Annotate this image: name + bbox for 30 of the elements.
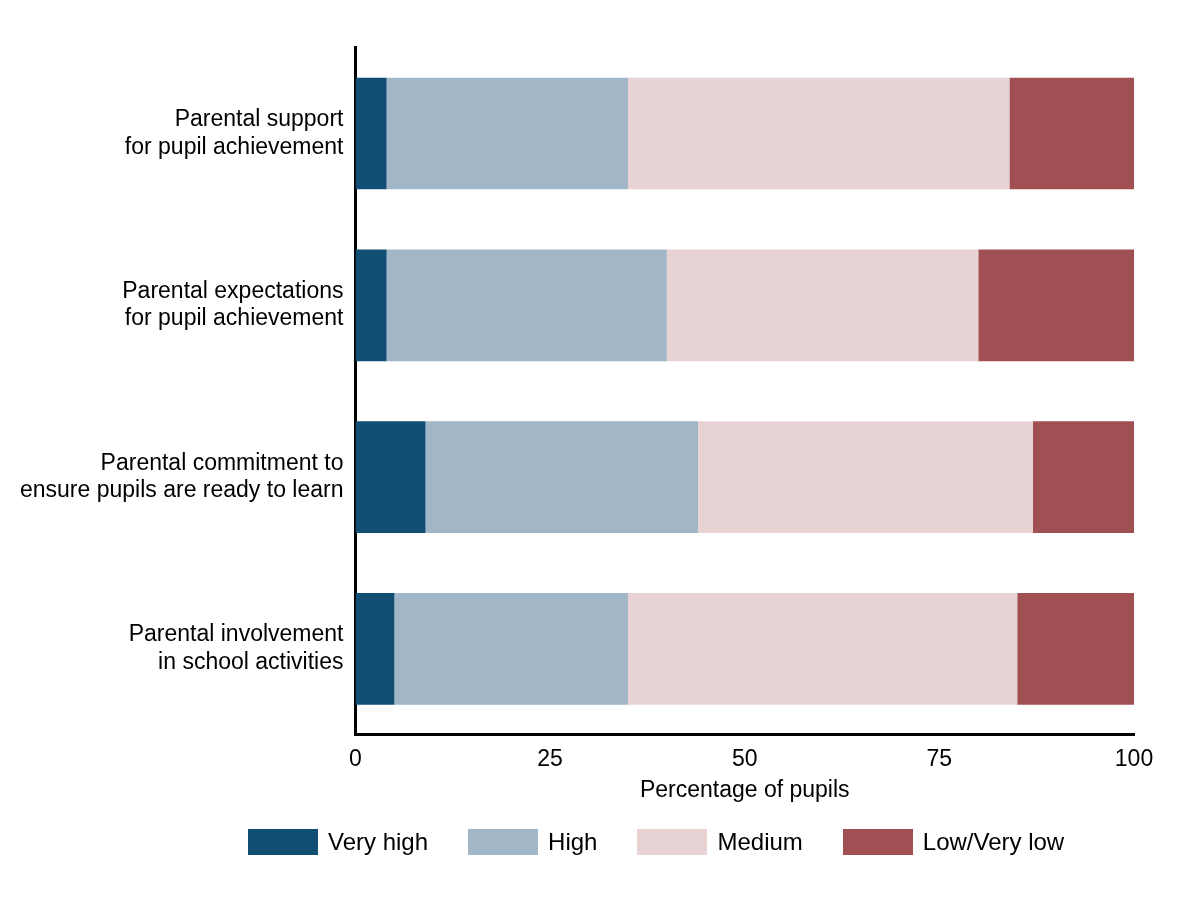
bar — [627, 593, 1018, 705]
bar — [386, 77, 628, 190]
legend-label: Very high — [328, 828, 429, 856]
bar — [1017, 593, 1134, 705]
legend-label: Low/Very low — [922, 828, 1065, 856]
bar — [355, 421, 426, 533]
y-tick-label: Parental expectations for pupil achievement — [122, 276, 345, 331]
y-tick-label: Parental commitment to ensure pupils are ready to learn — [19, 448, 344, 503]
x-tick-label: 75 — [926, 744, 953, 771]
bar — [425, 421, 699, 533]
x-tick-label: 100 — [1114, 744, 1154, 771]
legend-label: High — [548, 828, 598, 856]
legend-label: Medium — [717, 828, 803, 856]
bar — [394, 593, 628, 705]
bar — [1032, 421, 1134, 533]
y-tick-label: Parental involvement in school activities — [128, 620, 345, 675]
bar — [355, 593, 395, 705]
bar — [386, 249, 667, 362]
bar — [698, 421, 1033, 533]
bar — [666, 249, 979, 362]
x-tick-label: 25 — [537, 744, 563, 771]
x-axis-title: Percentage of pupils — [639, 775, 850, 802]
x-tick-label: 50 — [731, 744, 758, 771]
bar — [1009, 77, 1134, 190]
x-tick-label: 0 — [349, 744, 362, 771]
bar — [355, 249, 387, 362]
bar — [627, 77, 1010, 190]
bar — [978, 249, 1134, 362]
bar — [355, 77, 387, 190]
y-tick-label: Parental support for pupil achievement — [124, 105, 345, 159]
